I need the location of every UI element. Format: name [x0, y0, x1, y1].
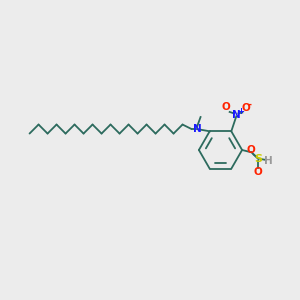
- Text: S: S: [254, 154, 262, 164]
- Text: -: -: [248, 100, 251, 110]
- Text: O: O: [222, 102, 231, 112]
- Text: O: O: [241, 103, 250, 113]
- Text: N: N: [193, 124, 201, 134]
- Text: +: +: [237, 107, 244, 116]
- Text: O: O: [254, 167, 263, 177]
- Text: N: N: [232, 110, 241, 120]
- Text: O: O: [246, 145, 255, 155]
- Text: H: H: [264, 155, 273, 166]
